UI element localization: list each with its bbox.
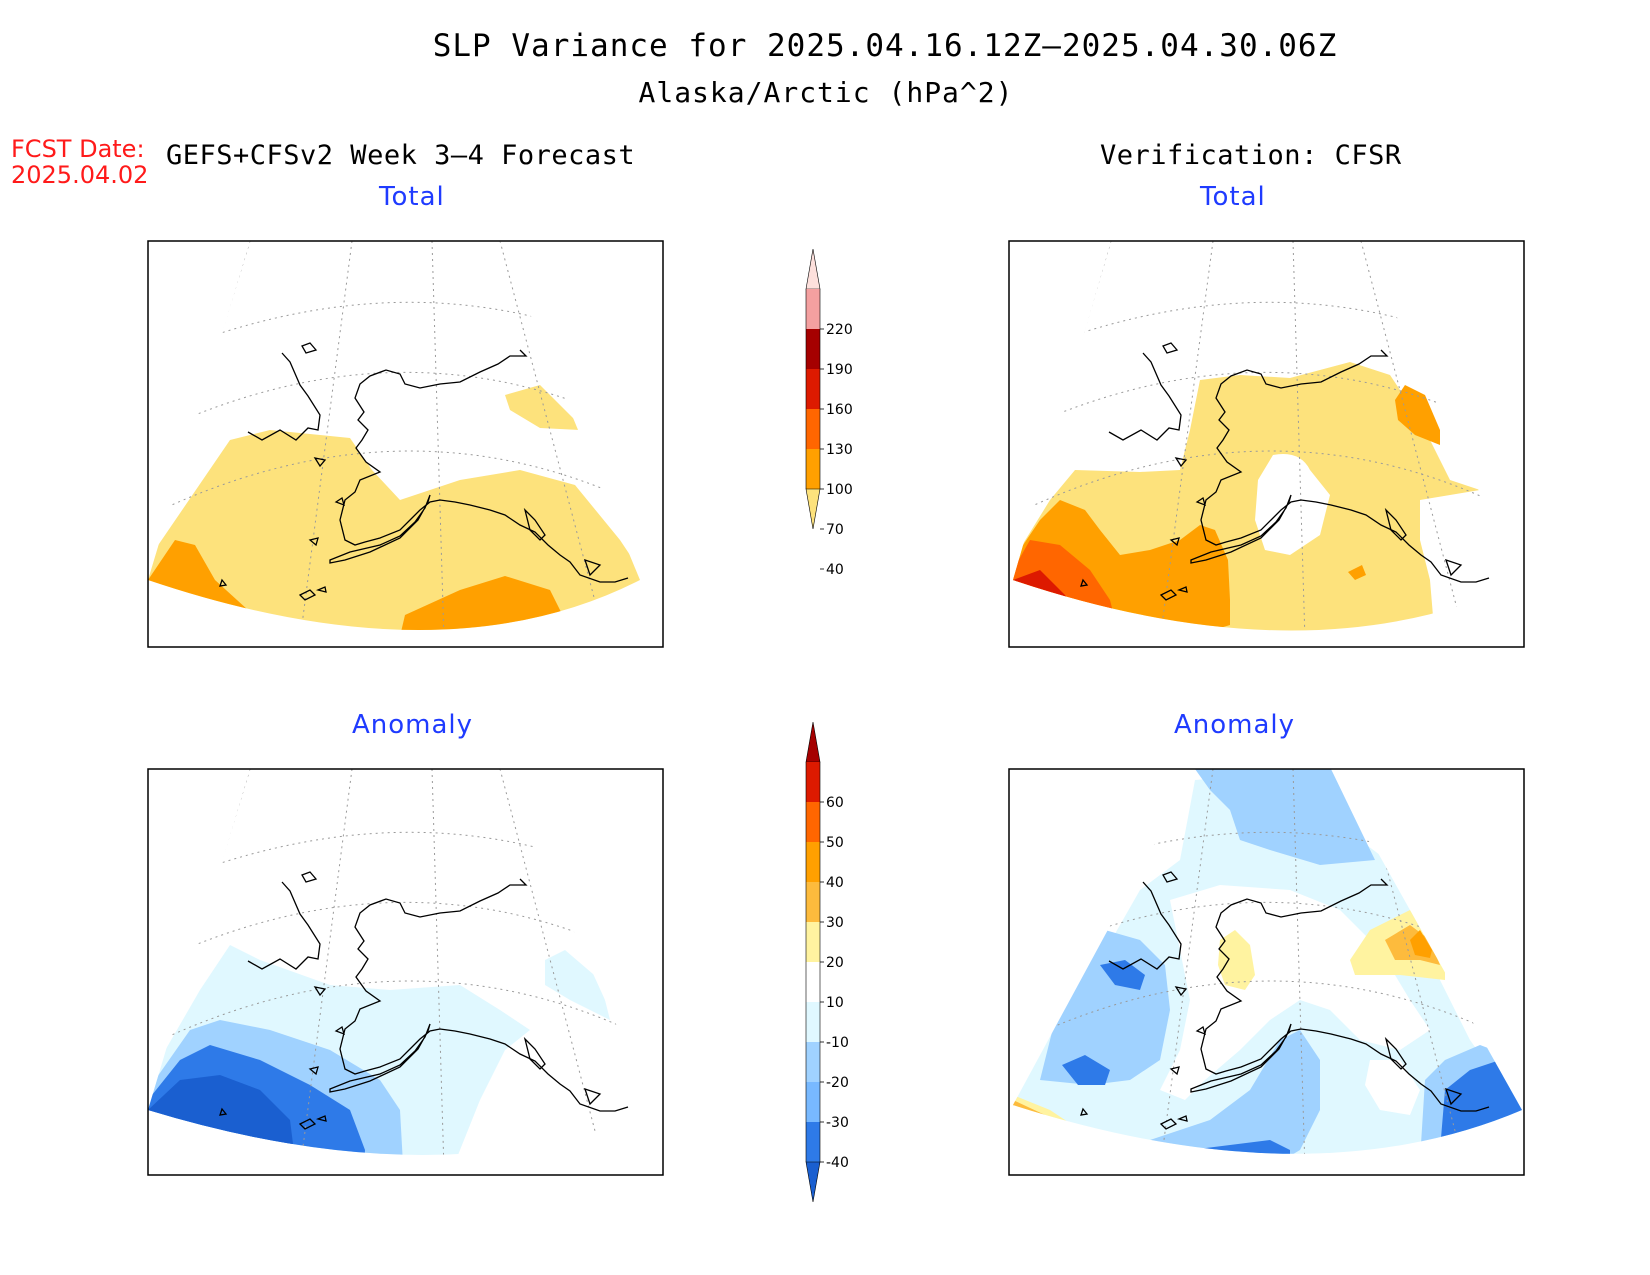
colorbar-anomaly-segment: [806, 882, 820, 922]
colorbar-anomaly-tick-label: 30: [826, 915, 844, 931]
colorbar-total-tick-label: 220: [826, 322, 853, 338]
colorbar-total-bottom-arrow: [805, 488, 821, 530]
colorbar-total-segment: [806, 409, 820, 449]
map-verification-total: [1008, 240, 1525, 648]
colorbar-anomaly: 60 50 40 30 20 10 -10 -20 -30 -40: [805, 721, 849, 1203]
colorbar-anomaly-tick-label: 20: [826, 955, 844, 971]
forecast-column-header: GEFS+CFSv2 Week 3–4 Forecast: [166, 140, 636, 171]
colorbar-anomaly-segment: [806, 1002, 820, 1042]
colorbar-total-tick-label: 130: [826, 442, 853, 458]
colorbar-anomaly-tick-label: 40: [826, 875, 844, 891]
fill-anom-30-40-ne: [1410, 930, 1432, 958]
colorbar-total-tick-label: 70: [826, 522, 844, 538]
colorbar-anomaly-top-arrow: [805, 721, 821, 763]
colorbar-total-tick-label: 190: [826, 362, 853, 378]
fill-total-70-100-ne: [1395, 385, 1440, 445]
colorbar-anomaly-segment: [806, 802, 820, 842]
colorbar-total-segment: [806, 449, 820, 489]
colorbar-anomaly-segment: [806, 922, 820, 962]
forecast-date-label: FCST Date:: [11, 135, 145, 163]
fill-anom-m20-m30-w: [1040, 930, 1170, 1085]
colorbar-anomaly-bottom-arrow: [805, 1161, 821, 1203]
fill-anom-m30-m40-w2: [1062, 1055, 1110, 1085]
colorbar-total: 220 190 160 130 100 70 40: [805, 248, 853, 578]
colorbar-anomaly-segment: [806, 842, 820, 882]
colorbar-total-tick-label: 160: [826, 402, 853, 418]
map-forecast-total: [147, 240, 664, 648]
forecast-date: FCST Date: 2025.04.02: [11, 136, 148, 188]
panel-title-forecast-total: Total: [379, 182, 445, 212]
figure-title: SLP Variance for 2025.04.16.12Z–2025.04.…: [432, 28, 1338, 64]
fill-total-40-70: [148, 430, 640, 630]
colorbar-anomaly-tick-label: 10: [826, 995, 844, 1011]
fill-anom-m30-m40-s: [1150, 1140, 1290, 1154]
colorbar-total-tick-label: 40: [826, 562, 844, 578]
fill-anom-m30-m40-w1: [1100, 960, 1145, 990]
colorbar-total-segment: [806, 329, 820, 369]
colorbar-anomaly-tick-label: 50: [826, 835, 844, 851]
coastline: [1080, 342, 1490, 601]
colorbar-anomaly-tick-label: -30: [826, 1115, 849, 1131]
colorbar-anomaly-segment: [806, 1042, 820, 1082]
panel-title-forecast-anomaly: Anomaly: [352, 710, 474, 740]
coastline: [219, 871, 629, 1130]
colorbar-anomaly-tick-label: -20: [826, 1075, 849, 1091]
colorbar-total-segment: [806, 289, 820, 329]
colorbar-total-top-arrow: [805, 248, 821, 290]
fill-anom-10-20-n: [1218, 930, 1255, 990]
figure-subtitle: Alaska/Arctic (hPa^2): [638, 76, 1014, 109]
colorbar-anomaly-segment: [806, 762, 820, 802]
colorbar-anomaly-tick-label: 60: [826, 795, 844, 811]
fill-anom-m10-m20-ne: [545, 950, 610, 1020]
coastline: [1080, 871, 1490, 1130]
fill-total-lt-40-hole: [1255, 454, 1330, 555]
fill-total-70-100-small: [1348, 565, 1366, 580]
colorbar-anomaly-segment: [806, 1082, 820, 1122]
fill-total-40-70-ne: [505, 385, 580, 430]
map-verification-anomaly: [1008, 768, 1525, 1176]
panel-title-verification-total: Total: [1200, 182, 1266, 212]
fill-anom-m20-m30-top: [1195, 769, 1375, 865]
forecast-date-value: 2025.04.02: [11, 161, 149, 189]
colorbar-anomaly-segment: [806, 962, 820, 1002]
coastline: [219, 342, 629, 601]
fill-anom-m20-m30-s: [1130, 1030, 1320, 1154]
colorbar-anomaly-tick-label: -10: [826, 1035, 849, 1051]
fill-total-70-100-s: [385, 576, 570, 630]
verification-column-header: Verification: CFSR: [1100, 140, 1402, 171]
fill-anom-lt-10-white-se: [1365, 1060, 1420, 1115]
panel-title-verification-anomaly: Anomaly: [1174, 710, 1296, 740]
map-forecast-anomaly: [147, 768, 664, 1176]
colorbar-total-tick-label: 100: [826, 482, 853, 498]
colorbar-anomaly-tick-label: -40: [826, 1155, 849, 1171]
colorbar-anomaly-segment: [806, 1122, 820, 1162]
colorbar-total-segment: [806, 369, 820, 409]
